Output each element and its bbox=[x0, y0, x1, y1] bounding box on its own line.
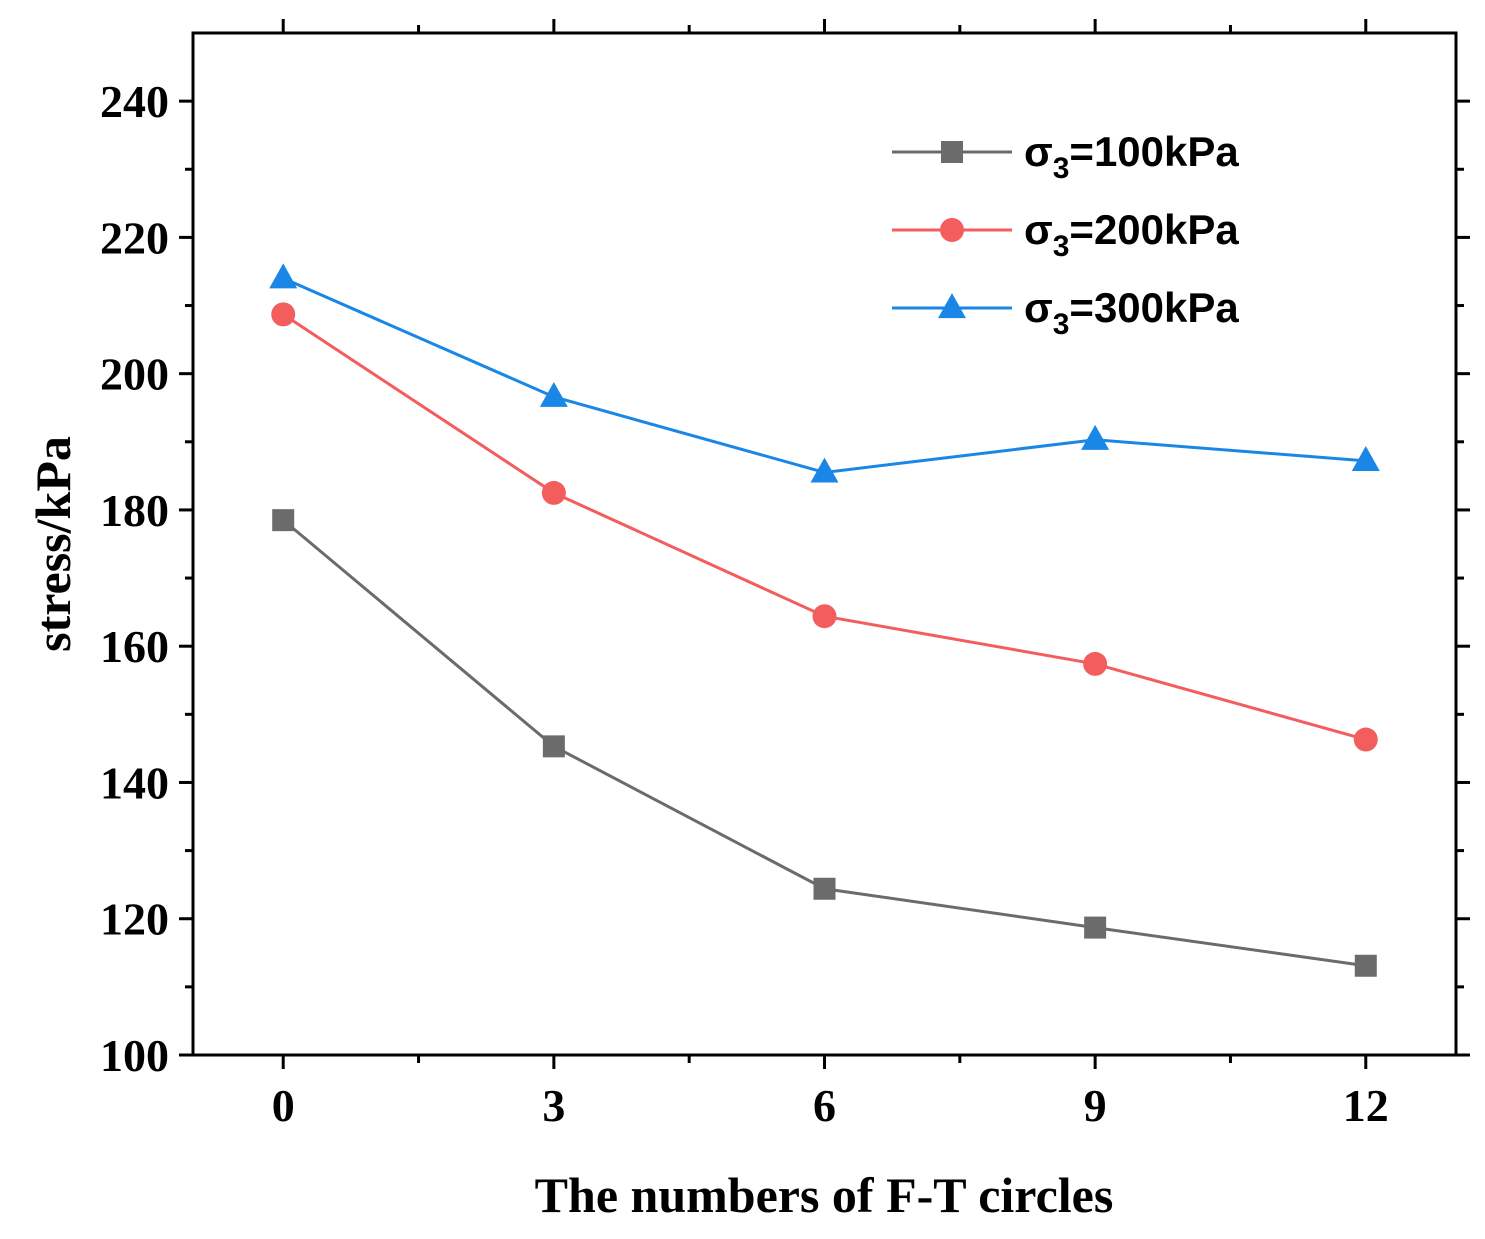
y-tick-label: 160 bbox=[100, 621, 169, 672]
y-tick-label: 100 bbox=[100, 1030, 169, 1081]
legend-label: σ3=200kPa bbox=[1024, 206, 1239, 263]
x-tick-label: 9 bbox=[1084, 1080, 1107, 1131]
y-tick-labels: 100 120 140 160 180 200 220 240 bbox=[100, 76, 169, 1081]
legend-item: σ3=200kPa bbox=[892, 206, 1239, 263]
data-point bbox=[1353, 727, 1378, 752]
y-tick-label: 180 bbox=[100, 485, 169, 536]
series-1 bbox=[272, 509, 1377, 977]
y-tick-label: 140 bbox=[100, 757, 169, 808]
y-tick-label: 120 bbox=[100, 894, 169, 945]
data-point bbox=[1354, 954, 1377, 977]
x-tick-label: 12 bbox=[1343, 1080, 1389, 1131]
y-axis-title: stress/kPa bbox=[25, 436, 81, 652]
legend-marker bbox=[941, 141, 963, 163]
data-point bbox=[810, 457, 839, 483]
data-point bbox=[542, 735, 565, 758]
series-2 bbox=[271, 302, 1378, 752]
series-3 bbox=[269, 263, 1380, 483]
data-point bbox=[271, 302, 296, 327]
legend-marker bbox=[938, 293, 966, 319]
x-tick-label: 6 bbox=[813, 1080, 836, 1131]
y-tick-label: 200 bbox=[100, 349, 169, 400]
legend: σ3=100kPa σ3=200kPa σ3=300kPa bbox=[892, 128, 1239, 341]
legend-label: σ3=100kPa bbox=[1024, 128, 1239, 185]
legend-label: σ3=300kPa bbox=[1024, 284, 1239, 341]
data-point bbox=[272, 509, 295, 532]
data-point bbox=[269, 263, 298, 289]
data-point bbox=[813, 877, 836, 900]
data-point bbox=[539, 381, 568, 407]
x-tick-label: 0 bbox=[272, 1080, 295, 1131]
x-tick-label: 3 bbox=[542, 1080, 565, 1131]
data-point bbox=[541, 480, 566, 505]
y-tick-label: 220 bbox=[100, 212, 169, 263]
legend-item: σ3=300kPa bbox=[892, 284, 1239, 341]
data-point bbox=[1081, 424, 1110, 450]
data-point bbox=[1351, 445, 1380, 471]
x-tick-labels: 0 3 6 9 12 bbox=[272, 1080, 1389, 1131]
legend-item: σ3=100kPa bbox=[892, 128, 1239, 185]
series-layer bbox=[269, 263, 1380, 977]
x-axis-title: The numbers of F-T circles bbox=[535, 1167, 1114, 1223]
data-point bbox=[812, 604, 837, 629]
data-point bbox=[1083, 651, 1108, 676]
y-tick-label: 240 bbox=[100, 76, 169, 127]
data-point bbox=[1084, 916, 1107, 939]
plot-frame bbox=[191, 31, 1458, 1057]
major-ticks bbox=[179, 19, 1470, 1069]
legend-marker bbox=[940, 218, 964, 242]
